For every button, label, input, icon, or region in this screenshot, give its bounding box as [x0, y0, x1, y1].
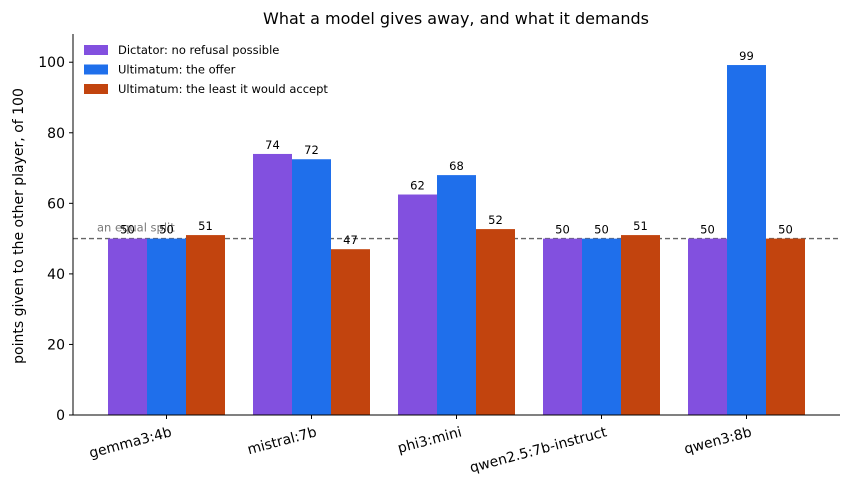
chart-title: What a model gives away, and what it dem… [263, 9, 649, 28]
bar-gemma3-4b-series-0 [108, 238, 147, 415]
y-axis-label: points given to the other player, of 100 [11, 88, 27, 364]
bar-qwen3-8b-series-1 [727, 65, 766, 416]
bars-layer [108, 65, 805, 416]
data-label: 99 [739, 49, 754, 63]
data-label: 51 [198, 219, 213, 233]
y-tick-label: 80 [47, 126, 65, 142]
data-label: 50 [555, 223, 570, 237]
x-tick-label: gemma3:4b [88, 424, 174, 461]
x-tick-label: mistral:7b [246, 424, 319, 458]
x-tick-label: qwen3:8b [683, 424, 754, 457]
data-label: 50 [700, 223, 715, 237]
reference-layer: an equal split [73, 221, 840, 240]
data-label: 52 [488, 213, 503, 227]
legend-label-1: Ultimatum: the offer [118, 63, 236, 77]
data-label: 51 [633, 219, 648, 233]
data-label: 50 [778, 223, 793, 237]
data-label: 50 [120, 223, 135, 237]
data-label: 50 [594, 223, 609, 237]
x-tick-label: phi3:mini [396, 424, 463, 456]
data-label: 62 [410, 179, 425, 193]
y-tick-label: 0 [56, 408, 65, 424]
y-tick-label: 60 [47, 196, 65, 212]
bar-qwen2-5-7b-instruct-series-1 [582, 238, 621, 415]
data-label: 72 [304, 143, 319, 157]
data-labels-layer: 50 50 51 74 72 47 62 68 52 50 50 51 50 99 50 [120, 49, 793, 247]
bar-mistral-7b-series-2 [331, 249, 370, 415]
bar-qwen2-5-7b-instruct-series-0 [543, 238, 582, 415]
bar-mistral-7b-series-1 [292, 159, 331, 415]
legend-swatch-0 [84, 45, 108, 55]
y-tick-label: 100 [38, 55, 65, 71]
data-label: 47 [343, 233, 358, 247]
bar-gemma3-4b-series-2 [186, 235, 225, 415]
legend-label-2: Ultimatum: the least it would accept [118, 82, 328, 96]
bar-gemma3-4b-series-1 [147, 238, 186, 415]
reference-line-label: an equal split [97, 221, 175, 235]
legend-label-0: Dictator: no refusal possible [118, 43, 279, 57]
x-tick-label: qwen2.5:7b-instruct [468, 424, 609, 476]
y-tick-label: 40 [47, 267, 65, 283]
data-label: 50 [159, 223, 174, 237]
bar-mistral-7b-series-0 [253, 153, 292, 415]
data-label: 68 [449, 159, 464, 173]
legend: Dictator: no refusal possible Ultimatum: … [84, 43, 328, 96]
bar-qwen3-8b-series-2 [766, 238, 805, 415]
legend-swatch-2 [84, 84, 108, 94]
data-label: 74 [265, 138, 280, 152]
bar-qwen2-5-7b-instruct-series-2 [621, 235, 660, 415]
bar-phi3-mini-series-2 [476, 229, 515, 415]
bar-qwen3-8b-series-0 [688, 238, 727, 415]
bar-phi3-mini-series-0 [398, 194, 437, 415]
bar-phi3-mini-series-1 [437, 175, 476, 415]
legend-swatch-1 [84, 64, 108, 75]
y-tick-label: 20 [47, 337, 65, 353]
